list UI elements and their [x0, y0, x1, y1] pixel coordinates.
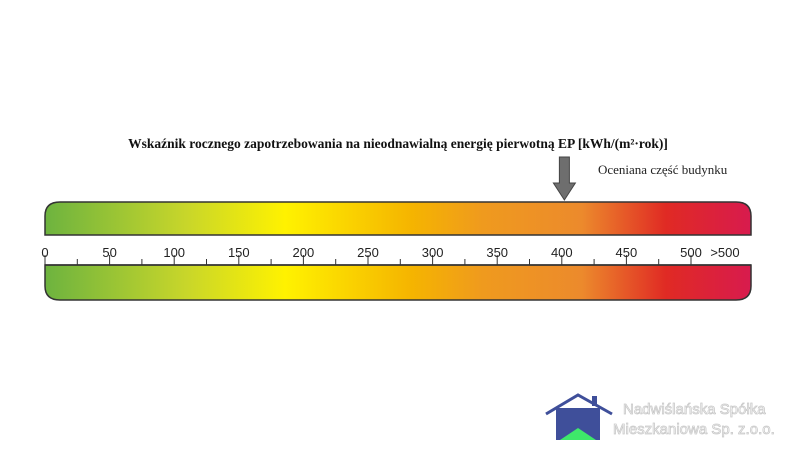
tick-label: 200: [293, 245, 315, 260]
tick-label: 300: [422, 245, 444, 260]
tick-label: 350: [486, 245, 508, 260]
logo-line-1: Nadwiślańska Spółka: [623, 401, 766, 418]
tick-label: >500: [710, 245, 739, 260]
logo-line-2: Mieszkaniowa Sp. z.o.o.: [613, 421, 775, 438]
tick-label: 450: [616, 245, 638, 260]
tick-label: 50: [102, 245, 116, 260]
tick-label: 100: [163, 245, 185, 260]
logo-roof: [545, 393, 613, 416]
chart-title: Wskaźnik rocznego zapotrzebowania na nie…: [128, 136, 668, 151]
axis-tick-labels: 0 50 100 150 200 250 300 350 400 450 500 >500: [41, 245, 739, 260]
logo-chimney: [592, 396, 597, 406]
company-logo: Nadwiślańska Spółka Mieszkaniowa Sp. z.o…: [545, 393, 775, 440]
lower-color-bar: [44, 264, 752, 301]
tick-label: 400: [551, 245, 573, 260]
upper-color-bar: [44, 201, 752, 236]
tick-label: 0: [41, 245, 48, 260]
indicator-label: Oceniana część budynku: [598, 162, 728, 177]
tick-label: 250: [357, 245, 379, 260]
axis-ticks: [44, 255, 692, 265]
logo-inner-roof: [560, 428, 596, 440]
tick-label: 500: [680, 245, 702, 260]
indicator-arrow-icon: [552, 156, 577, 201]
tick-label: 150: [228, 245, 250, 260]
